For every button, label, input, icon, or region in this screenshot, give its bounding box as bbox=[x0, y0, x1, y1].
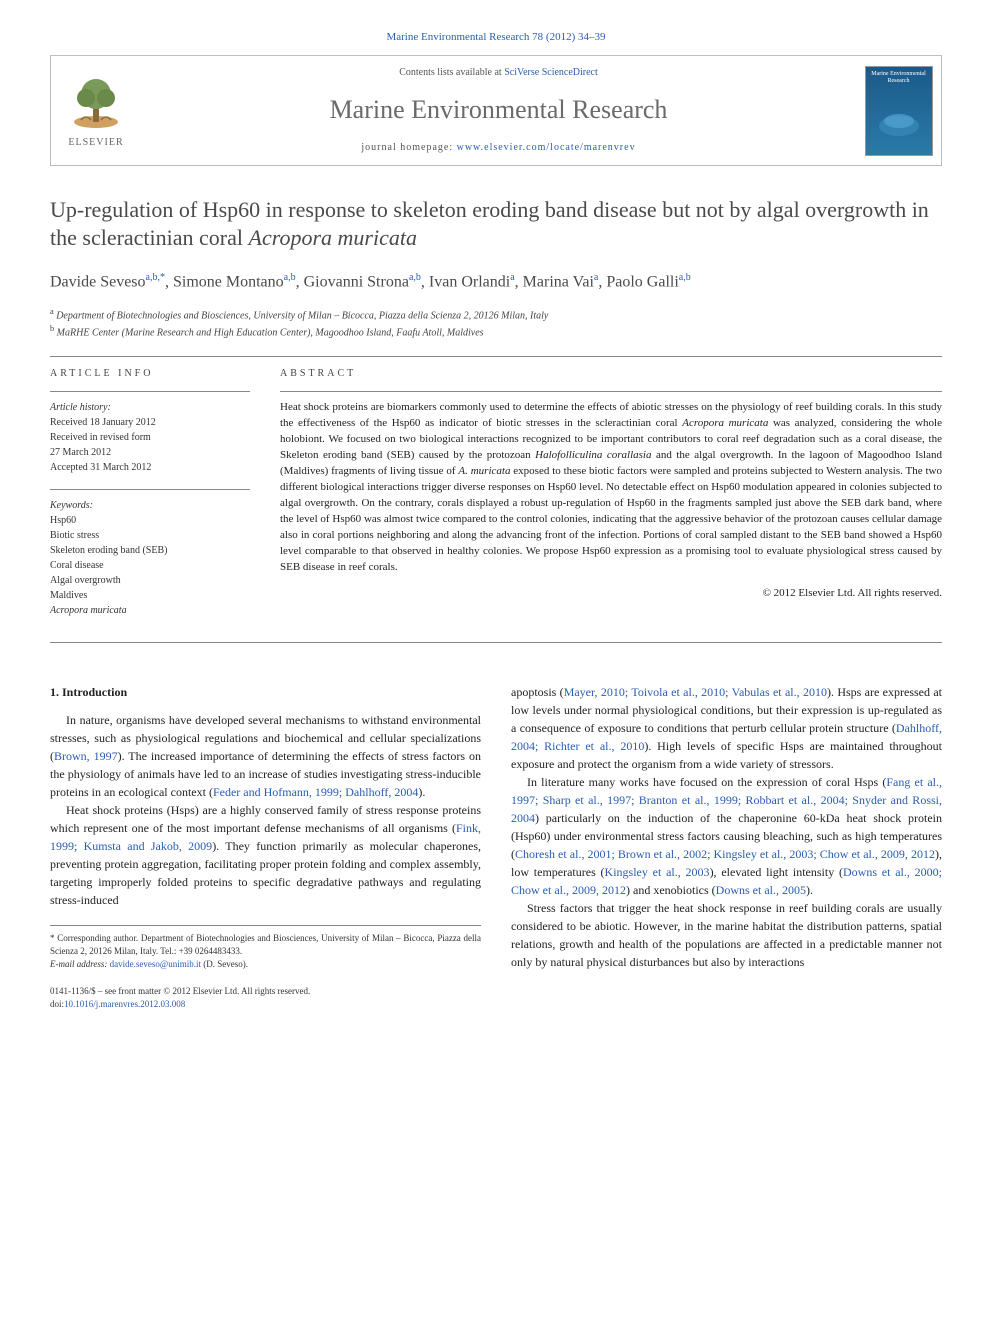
sciencedirect-link[interactable]: SciVerse ScienceDirect bbox=[504, 67, 598, 78]
article-history-block: Article history: Received 18 January 201… bbox=[50, 400, 250, 475]
author-5-aff: a bbox=[594, 272, 598, 283]
author-1: Davide Seveso bbox=[50, 273, 146, 290]
cover-title-text: Marine Environmental Research bbox=[870, 71, 928, 85]
history-label: Article history: bbox=[50, 400, 250, 415]
publisher-block: ELSEVIER bbox=[51, 56, 141, 164]
doi-link[interactable]: 10.1016/j.marenvres.2012.03.008 bbox=[64, 999, 185, 1009]
author-3-aff: a,b bbox=[409, 272, 421, 283]
author-4-aff: a bbox=[510, 272, 514, 283]
body-paragraph: apoptosis (Mayer, 2010; Toivola et al., … bbox=[511, 683, 942, 773]
history-revised-2: 27 March 2012 bbox=[50, 445, 250, 460]
citation-link[interactable]: Kingsley et al., 2003 bbox=[605, 865, 710, 879]
body-paragraph: Heat shock proteins (Hsps) are a highly … bbox=[50, 801, 481, 909]
footer-bar: 0141-1136/$ – see front matter © 2012 El… bbox=[50, 985, 942, 1010]
email-link[interactable]: davide.seveso@unimib.it bbox=[110, 959, 201, 969]
issn-line: 0141-1136/$ – see front matter © 2012 El… bbox=[50, 985, 942, 998]
keyword-item: Biotic stress bbox=[50, 528, 250, 543]
body-right-column: apoptosis (Mayer, 2010; Toivola et al., … bbox=[511, 683, 942, 971]
elsevier-tree-logo bbox=[66, 72, 126, 132]
history-revised-1: Received in revised form bbox=[50, 430, 250, 445]
article-info-label: ARTICLE INFO bbox=[50, 367, 250, 381]
header-box: ELSEVIER Contents lists available at Sci… bbox=[50, 55, 942, 165]
keyword-item: Hsp60 bbox=[50, 513, 250, 528]
author-2: Simone Montano bbox=[173, 273, 284, 290]
abstract-text: Heat shock proteins are biomarkers commo… bbox=[280, 400, 942, 575]
article-info-column: ARTICLE INFO Article history: Received 1… bbox=[50, 367, 250, 632]
citation-link[interactable]: Choresh et al., 2001; Brown et al., 2002… bbox=[515, 847, 935, 861]
cover-thumbnail-block: Marine Environmental Research bbox=[856, 56, 941, 164]
abstract-label: ABSTRACT bbox=[280, 367, 942, 381]
citation-link[interactable]: Brown, 1997 bbox=[54, 749, 118, 763]
introduction-heading: 1. Introduction bbox=[50, 683, 481, 701]
keyword-item: Coral disease bbox=[50, 558, 250, 573]
author-4: Ivan Orlandi bbox=[429, 273, 510, 290]
abstract-column: ABSTRACT Heat shock proteins are biomark… bbox=[280, 367, 942, 632]
journal-reference: Marine Environmental Research 78 (2012) … bbox=[50, 30, 942, 45]
citation-link[interactable]: Feder and Hofmann, 1999; Dahlhoff, 2004 bbox=[213, 785, 418, 799]
author-2-aff: a,b bbox=[284, 272, 296, 283]
keywords-block: Keywords: Hsp60 Biotic stress Skeleton e… bbox=[50, 498, 250, 618]
divider-top bbox=[50, 356, 942, 357]
keyword-item: Algal overgrowth bbox=[50, 573, 250, 588]
journal-name-heading: Marine Environmental Research bbox=[141, 92, 856, 128]
info-divider-1 bbox=[50, 391, 250, 392]
doi-line: doi:10.1016/j.marenvres.2012.03.008 bbox=[50, 998, 942, 1011]
history-accepted: Accepted 31 March 2012 bbox=[50, 460, 250, 475]
abstract-divider bbox=[280, 391, 942, 392]
body-paragraph: Stress factors that trigger the heat sho… bbox=[511, 899, 942, 971]
info-abstract-row: ARTICLE INFO Article history: Received 1… bbox=[50, 367, 942, 632]
article-title: Up-regulation of Hsp60 in response to sk… bbox=[50, 196, 942, 253]
body-paragraph: In literature many works have focused on… bbox=[511, 773, 942, 899]
author-3: Giovanni Strona bbox=[304, 273, 409, 290]
cover-art-icon bbox=[874, 91, 924, 141]
corresponding-author-note: * Corresponding author. Department of Bi… bbox=[50, 932, 481, 957]
journal-ref-link[interactable]: Marine Environmental Research 78 (2012) … bbox=[386, 31, 605, 43]
homepage-line: journal homepage: www.elsevier.com/locat… bbox=[141, 141, 856, 155]
contents-available-line: Contents lists available at SciVerse Sci… bbox=[141, 66, 856, 80]
author-1-aff: a,b,* bbox=[146, 272, 165, 283]
citation-link[interactable]: Downs et al., 2005 bbox=[716, 883, 806, 897]
abstract-copyright: © 2012 Elsevier Ltd. All rights reserved… bbox=[280, 586, 942, 601]
affiliations-block: a Department of Biotechnologies and Bios… bbox=[50, 306, 942, 341]
affiliation-b: b MaRHE Center (Marine Research and High… bbox=[50, 323, 942, 340]
citation-link[interactable]: Mayer, 2010; Toivola et al., 2010; Vabul… bbox=[564, 685, 827, 699]
authors-line: Davide Sevesoa,b,*, Simone Montanoa,b, G… bbox=[50, 271, 942, 294]
keyword-item-italic: Acropora muricata bbox=[50, 603, 250, 618]
title-species: Acropora muricata bbox=[249, 225, 417, 250]
homepage-prefix: journal homepage: bbox=[361, 142, 456, 153]
journal-cover-thumbnail: Marine Environmental Research bbox=[865, 66, 933, 156]
author-6-aff: a,b bbox=[679, 272, 691, 283]
contents-prefix: Contents lists available at bbox=[399, 67, 504, 78]
keyword-item: Skeleton eroding band (SEB) bbox=[50, 543, 250, 558]
header-center: Contents lists available at SciVerse Sci… bbox=[141, 56, 856, 164]
title-main: Up-regulation of Hsp60 in response to sk… bbox=[50, 197, 929, 251]
body-two-column: 1. Introduction In nature, organisms hav… bbox=[50, 683, 942, 971]
affiliation-a: a Department of Biotechnologies and Bios… bbox=[50, 306, 942, 323]
publisher-name: ELSEVIER bbox=[68, 136, 123, 150]
body-left-column: 1. Introduction In nature, organisms hav… bbox=[50, 683, 481, 971]
author-6: Paolo Galli bbox=[606, 273, 678, 290]
footnotes-block: * Corresponding author. Department of Bi… bbox=[50, 925, 481, 970]
keywords-label: Keywords: bbox=[50, 498, 250, 513]
info-divider-2 bbox=[50, 489, 250, 490]
divider-bottom bbox=[50, 642, 942, 643]
email-line: E-mail address: davide.seveso@unimib.it … bbox=[50, 958, 481, 971]
history-received: Received 18 January 2012 bbox=[50, 415, 250, 430]
homepage-url-link[interactable]: www.elsevier.com/locate/marenvrev bbox=[457, 142, 636, 153]
keyword-item: Maldives bbox=[50, 588, 250, 603]
body-paragraph: In nature, organisms have developed seve… bbox=[50, 711, 481, 801]
author-5: Marina Vai bbox=[523, 273, 594, 290]
